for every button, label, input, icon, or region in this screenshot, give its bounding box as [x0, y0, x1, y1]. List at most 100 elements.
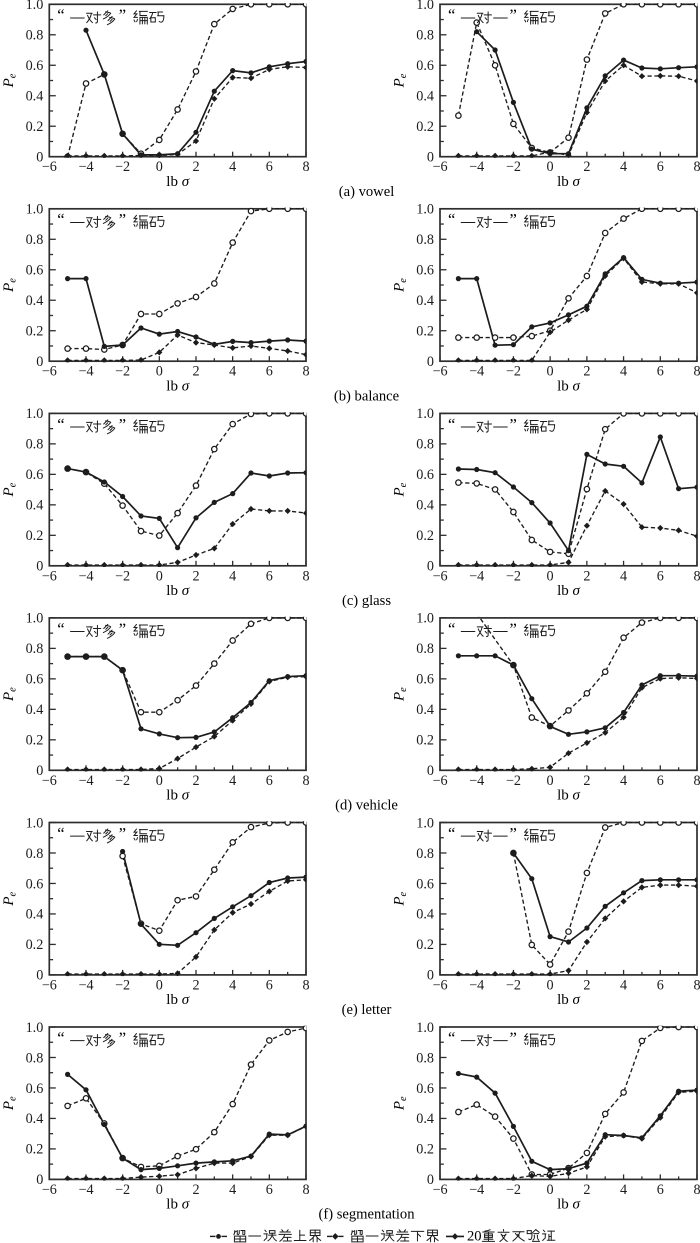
svg-text:8: 8 — [302, 1182, 309, 1198]
svg-text:−4: −4 — [469, 977, 484, 993]
svg-text:−2: −2 — [506, 159, 521, 175]
svg-text:6: 6 — [266, 773, 273, 789]
svg-text:4: 4 — [620, 977, 627, 993]
svg-text:2: 2 — [583, 568, 590, 584]
svg-text:6: 6 — [266, 977, 273, 993]
svg-text:0.6: 0.6 — [416, 58, 434, 74]
svg-text:4: 4 — [229, 159, 236, 175]
svg-text:6: 6 — [657, 568, 664, 584]
svg-text:0: 0 — [547, 1182, 554, 1198]
svg-text:−6: −6 — [432, 773, 447, 789]
svg-text:20: 20 — [467, 1229, 482, 1243]
svg-text:”: ” — [510, 1028, 517, 1047]
svg-text:”: ” — [119, 6, 126, 25]
svg-text:0.6: 0.6 — [26, 263, 44, 279]
svg-text:0: 0 — [36, 150, 43, 166]
svg-text:−2: −2 — [506, 568, 521, 584]
svg-text:4: 4 — [620, 364, 627, 380]
svg-text:0.6: 0.6 — [416, 263, 434, 279]
svg-text:0: 0 — [547, 364, 554, 380]
svg-text:0.4: 0.4 — [26, 293, 44, 309]
svg-text:0.2: 0.2 — [26, 937, 44, 953]
svg-text:0: 0 — [36, 1172, 43, 1188]
svg-text:6: 6 — [657, 773, 664, 789]
svg-text:0: 0 — [547, 977, 554, 993]
svg-text:”: ” — [510, 415, 517, 434]
svg-text:0.8: 0.8 — [26, 641, 44, 657]
svg-text:“: “ — [57, 824, 64, 843]
svg-text:8: 8 — [693, 568, 700, 584]
svg-text:”: ” — [119, 415, 126, 434]
svg-text:(c) glass: (c) glass — [342, 593, 391, 609]
svg-text:2: 2 — [192, 568, 199, 584]
svg-text:8: 8 — [302, 773, 309, 789]
svg-text:0.8: 0.8 — [26, 232, 44, 248]
svg-text:0.8: 0.8 — [416, 846, 434, 862]
svg-text:“: “ — [448, 210, 455, 229]
svg-text:(a) vowel: (a) vowel — [339, 184, 395, 200]
svg-text:“: “ — [57, 1028, 64, 1047]
svg-text:4: 4 — [229, 977, 236, 993]
svg-text:”: ” — [119, 824, 126, 843]
svg-text:lb σ: lb σ — [166, 379, 189, 395]
svg-text:0.2: 0.2 — [416, 528, 434, 544]
svg-text:1.0: 1.0 — [416, 1020, 434, 1036]
svg-text:0.8: 0.8 — [416, 1050, 434, 1066]
svg-text:8: 8 — [302, 977, 309, 993]
svg-text:0: 0 — [547, 773, 554, 789]
svg-text:8: 8 — [302, 568, 309, 584]
svg-text:”: ” — [119, 1028, 126, 1047]
svg-text:0.6: 0.6 — [416, 876, 434, 892]
svg-text:−4: −4 — [78, 568, 93, 584]
svg-text:8: 8 — [693, 1182, 700, 1198]
svg-text:0: 0 — [156, 159, 163, 175]
svg-text:lb σ: lb σ — [557, 1197, 580, 1213]
svg-text:lb σ: lb σ — [557, 992, 580, 1008]
svg-text:1.0: 1.0 — [26, 1020, 44, 1036]
svg-text:1.0: 1.0 — [26, 406, 44, 422]
svg-text:0: 0 — [156, 364, 163, 380]
svg-text:0.8: 0.8 — [416, 232, 434, 248]
svg-text:6: 6 — [266, 364, 273, 380]
svg-text:”: ” — [119, 210, 126, 229]
svg-text:4: 4 — [620, 773, 627, 789]
svg-text:0.2: 0.2 — [26, 119, 44, 135]
svg-text:0: 0 — [156, 773, 163, 789]
svg-text:0.2: 0.2 — [416, 324, 434, 340]
svg-text:“: “ — [57, 6, 64, 25]
svg-text:0: 0 — [156, 568, 163, 584]
svg-text:0.4: 0.4 — [416, 1111, 434, 1127]
svg-text:0: 0 — [427, 354, 434, 370]
svg-text:2: 2 — [192, 159, 199, 175]
svg-text:”: ” — [119, 619, 126, 638]
svg-text:0.8: 0.8 — [416, 28, 434, 44]
svg-text:2: 2 — [583, 977, 590, 993]
svg-text:“: “ — [57, 619, 64, 638]
svg-text:0.6: 0.6 — [26, 467, 44, 483]
svg-text:8: 8 — [693, 364, 700, 380]
svg-text:0.4: 0.4 — [416, 907, 434, 923]
svg-text:(b) balance: (b) balance — [334, 389, 399, 405]
svg-text:2: 2 — [583, 159, 590, 175]
svg-text:lb σ: lb σ — [166, 1197, 189, 1213]
svg-text:0: 0 — [36, 763, 43, 779]
svg-text:−2: −2 — [115, 364, 130, 380]
svg-text:−6: −6 — [432, 1182, 447, 1198]
svg-text:1.0: 1.0 — [416, 0, 434, 13]
svg-text:1.0: 1.0 — [416, 611, 434, 627]
svg-text:2: 2 — [583, 773, 590, 789]
svg-text:0.8: 0.8 — [416, 437, 434, 453]
svg-text:”: ” — [510, 824, 517, 843]
svg-text:4: 4 — [229, 773, 236, 789]
svg-text:(e) letter: (e) letter — [342, 1002, 392, 1018]
svg-text:0.2: 0.2 — [26, 528, 44, 544]
svg-text:0: 0 — [427, 1172, 434, 1188]
svg-text:lb σ: lb σ — [557, 788, 580, 804]
svg-text:−6: −6 — [42, 159, 57, 175]
svg-text:−4: −4 — [78, 364, 93, 380]
svg-text:0.4: 0.4 — [416, 498, 434, 514]
svg-text:8: 8 — [302, 364, 309, 380]
svg-text:1.0: 1.0 — [26, 815, 44, 831]
svg-text:lb σ: lb σ — [557, 379, 580, 395]
svg-text:1.0: 1.0 — [26, 0, 44, 13]
